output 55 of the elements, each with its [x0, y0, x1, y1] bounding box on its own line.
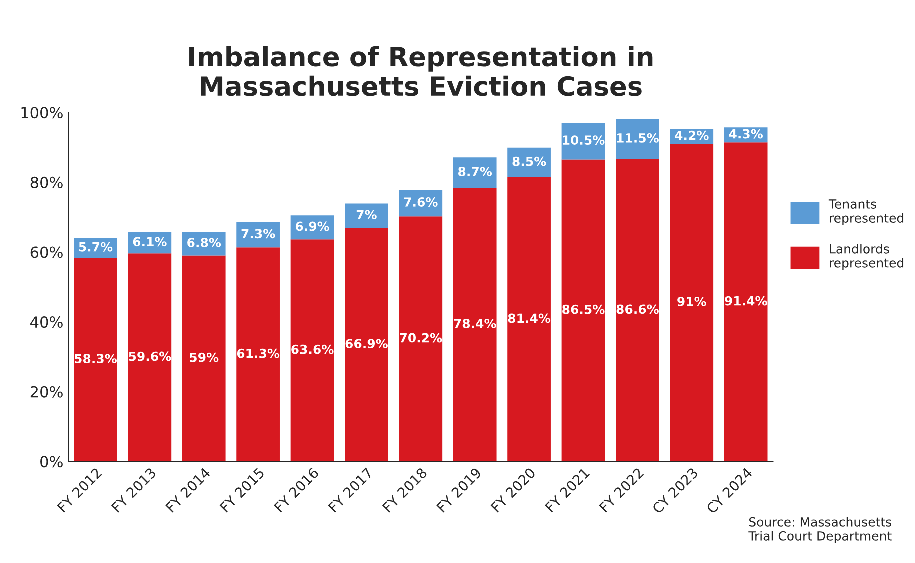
data-label: 4.3% — [729, 129, 764, 139]
data-label: 58.3% — [75, 354, 118, 364]
bar — [453, 188, 497, 462]
data-label: 7% — [356, 210, 377, 220]
bar — [508, 178, 551, 462]
bar — [236, 248, 280, 462]
bar — [616, 119, 660, 160]
data-label: 66.9% — [346, 339, 388, 349]
data-label: 70.2% — [400, 333, 442, 343]
data-label: 5.7% — [79, 242, 113, 252]
bar — [453, 158, 497, 188]
bar — [399, 190, 443, 217]
bar — [345, 228, 388, 462]
data-label: 61.3% — [237, 348, 280, 358]
bar — [128, 254, 172, 462]
legend-label: Landlords represented — [830, 244, 904, 270]
data-label: 7.3% — [242, 229, 276, 239]
data-label: 59% — [190, 352, 219, 362]
data-label: 4.2% — [675, 130, 709, 140]
data-label: 8.7% — [458, 166, 492, 176]
bar — [616, 159, 660, 462]
data-label: 63.6% — [292, 344, 334, 354]
data-label: 6.8% — [188, 238, 222, 248]
bar — [508, 148, 551, 178]
legend-label: Tenants represented — [828, 200, 904, 226]
bar — [399, 216, 443, 462]
data-label: 78.4% — [454, 319, 496, 328]
bar — [236, 222, 280, 248]
y-tick-label: 60% — [30, 246, 63, 258]
data-label: 10.5% — [563, 136, 605, 146]
bar — [290, 240, 334, 462]
data-label: 7.6% — [404, 198, 438, 207]
bar — [74, 258, 118, 462]
bar — [562, 160, 606, 462]
data-label: 8.5% — [512, 156, 546, 166]
data-label: 59.6% — [129, 352, 172, 362]
data-label: 91% — [678, 297, 706, 306]
source-note: Source: Massachusetts Trial Court Department — [748, 517, 892, 544]
data-label: 6.9% — [296, 222, 330, 232]
bar — [670, 144, 714, 462]
data-label: 11.5% — [617, 133, 659, 143]
data-label: 6.1% — [133, 237, 167, 247]
data-label: 86.5% — [562, 304, 605, 314]
y-tick-label: 100% — [22, 107, 63, 119]
bar — [345, 204, 388, 228]
bar — [182, 256, 226, 462]
data-label: 81.4% — [508, 314, 551, 324]
y-tick-label: 80% — [30, 176, 63, 188]
chart-title: Imbalance of Representation in Massachusetts Eviction Cases — [190, 46, 653, 96]
bar — [724, 142, 768, 462]
y-tick-label: 20% — [30, 386, 63, 398]
data-label: 91.4% — [725, 296, 768, 306]
y-tick-label: 0% — [40, 456, 63, 468]
y-tick-label: 40% — [30, 316, 63, 328]
data-label: 86.6% — [616, 304, 659, 314]
